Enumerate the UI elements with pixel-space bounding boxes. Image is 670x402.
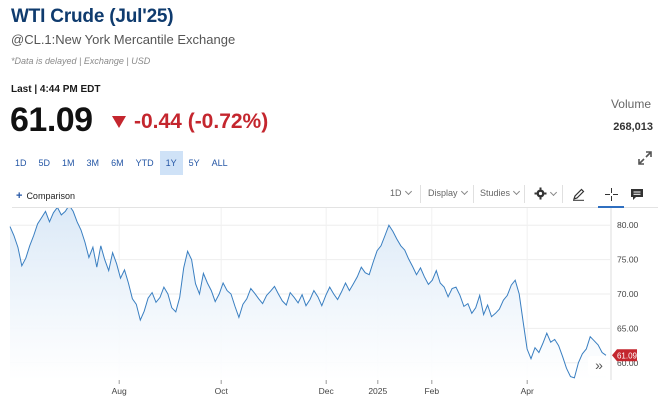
crosshair-tool[interactable] — [598, 182, 624, 208]
display-label: Display — [428, 188, 458, 198]
price-line — [9, 208, 607, 379]
x-tick-label: 2025 — [368, 386, 387, 396]
triangle-down-icon — [112, 116, 126, 128]
last-price: 61.09 — [10, 101, 93, 139]
interval-label: 1D — [390, 188, 402, 198]
volume-value: 268,013 — [613, 121, 653, 133]
studies-label: Studies — [480, 188, 511, 198]
instrument-title: WTI Crude (Jul'25) — [11, 6, 174, 27]
y-tick-label: 65.00 — [617, 323, 639, 333]
range-1d[interactable]: 1D — [15, 158, 27, 168]
chevron-down-icon — [460, 187, 468, 196]
y-tick-label: 75.00 — [617, 255, 639, 265]
last-trade-time: Last | 4:44 PM EDT — [11, 84, 101, 95]
crosshair-icon — [605, 188, 618, 201]
x-tick-label: Oct — [215, 386, 229, 396]
gear-icon — [534, 187, 547, 200]
price-area-fill — [10, 208, 606, 380]
chevron-down-icon — [404, 187, 412, 196]
comparison-label: Comparison — [26, 191, 75, 201]
range-all[interactable]: ALL — [211, 158, 228, 168]
comment-icon[interactable] — [630, 188, 644, 201]
settings-dropdown[interactable] — [534, 187, 558, 200]
x-tick-label: Apr — [521, 386, 534, 396]
x-tick-label: Feb — [424, 386, 439, 396]
toolbar-divider — [473, 185, 474, 203]
pencil-icon[interactable] — [572, 188, 585, 201]
range-5d[interactable]: 5D — [38, 158, 51, 168]
double-chevron-right-icon: » — [595, 357, 603, 373]
delayed-note: *Data is delayed | Exchange | USD — [11, 56, 151, 66]
price-chart[interactable]: 80.00 75.00 70.00 65.00 60.00 Aug Oct Dec 2025 Fe… — [0, 208, 670, 402]
price-change-value: -0.44 (-0.72%) — [134, 110, 269, 133]
range-6m[interactable]: 6M — [111, 158, 124, 168]
display-dropdown[interactable]: Display — [428, 187, 468, 198]
chart-toolbar: + Comparison 1D Display Studies — [12, 182, 658, 208]
scroll-to-latest-button[interactable]: » — [588, 356, 610, 376]
y-tick-label: 70.00 — [617, 289, 639, 299]
range-ytd[interactable]: YTD — [135, 158, 154, 168]
range-1m[interactable]: 1M — [62, 158, 75, 168]
toolbar-divider — [562, 185, 563, 203]
time-range-selector: 1D 5D 1M 3M 6M YTD 1Y 5Y ALL — [9, 151, 234, 175]
chevron-down-icon — [549, 188, 558, 196]
x-tick-label: Aug — [112, 386, 127, 396]
volume-label: Volume — [610, 97, 651, 111]
last-value-label: 61.09 — [617, 351, 638, 360]
interval-dropdown[interactable]: 1D — [390, 187, 412, 198]
exchange-subtitle: @CL.1:New York Mercantile Exchange — [11, 32, 236, 47]
toolbar-divider — [420, 185, 421, 203]
price-change: -0.44 (-0.72%) — [112, 110, 268, 134]
expand-icon[interactable] — [637, 150, 653, 166]
plus-icon: + — [16, 190, 23, 202]
last-value-marker — [612, 349, 637, 362]
comparison-button[interactable]: + Comparison — [16, 190, 75, 202]
chevron-down-icon — [512, 187, 521, 196]
y-tick-label: 80.00 — [617, 220, 639, 230]
studies-dropdown[interactable]: Studies — [480, 187, 521, 198]
range-3m[interactable]: 3M — [86, 158, 100, 168]
toolbar-divider — [524, 185, 525, 203]
range-1y[interactable]: 1Y — [159, 151, 183, 175]
y-tick-label: 60.00 — [617, 358, 639, 368]
range-5y[interactable]: 5Y — [188, 158, 200, 168]
x-tick-label: Dec — [319, 386, 335, 396]
